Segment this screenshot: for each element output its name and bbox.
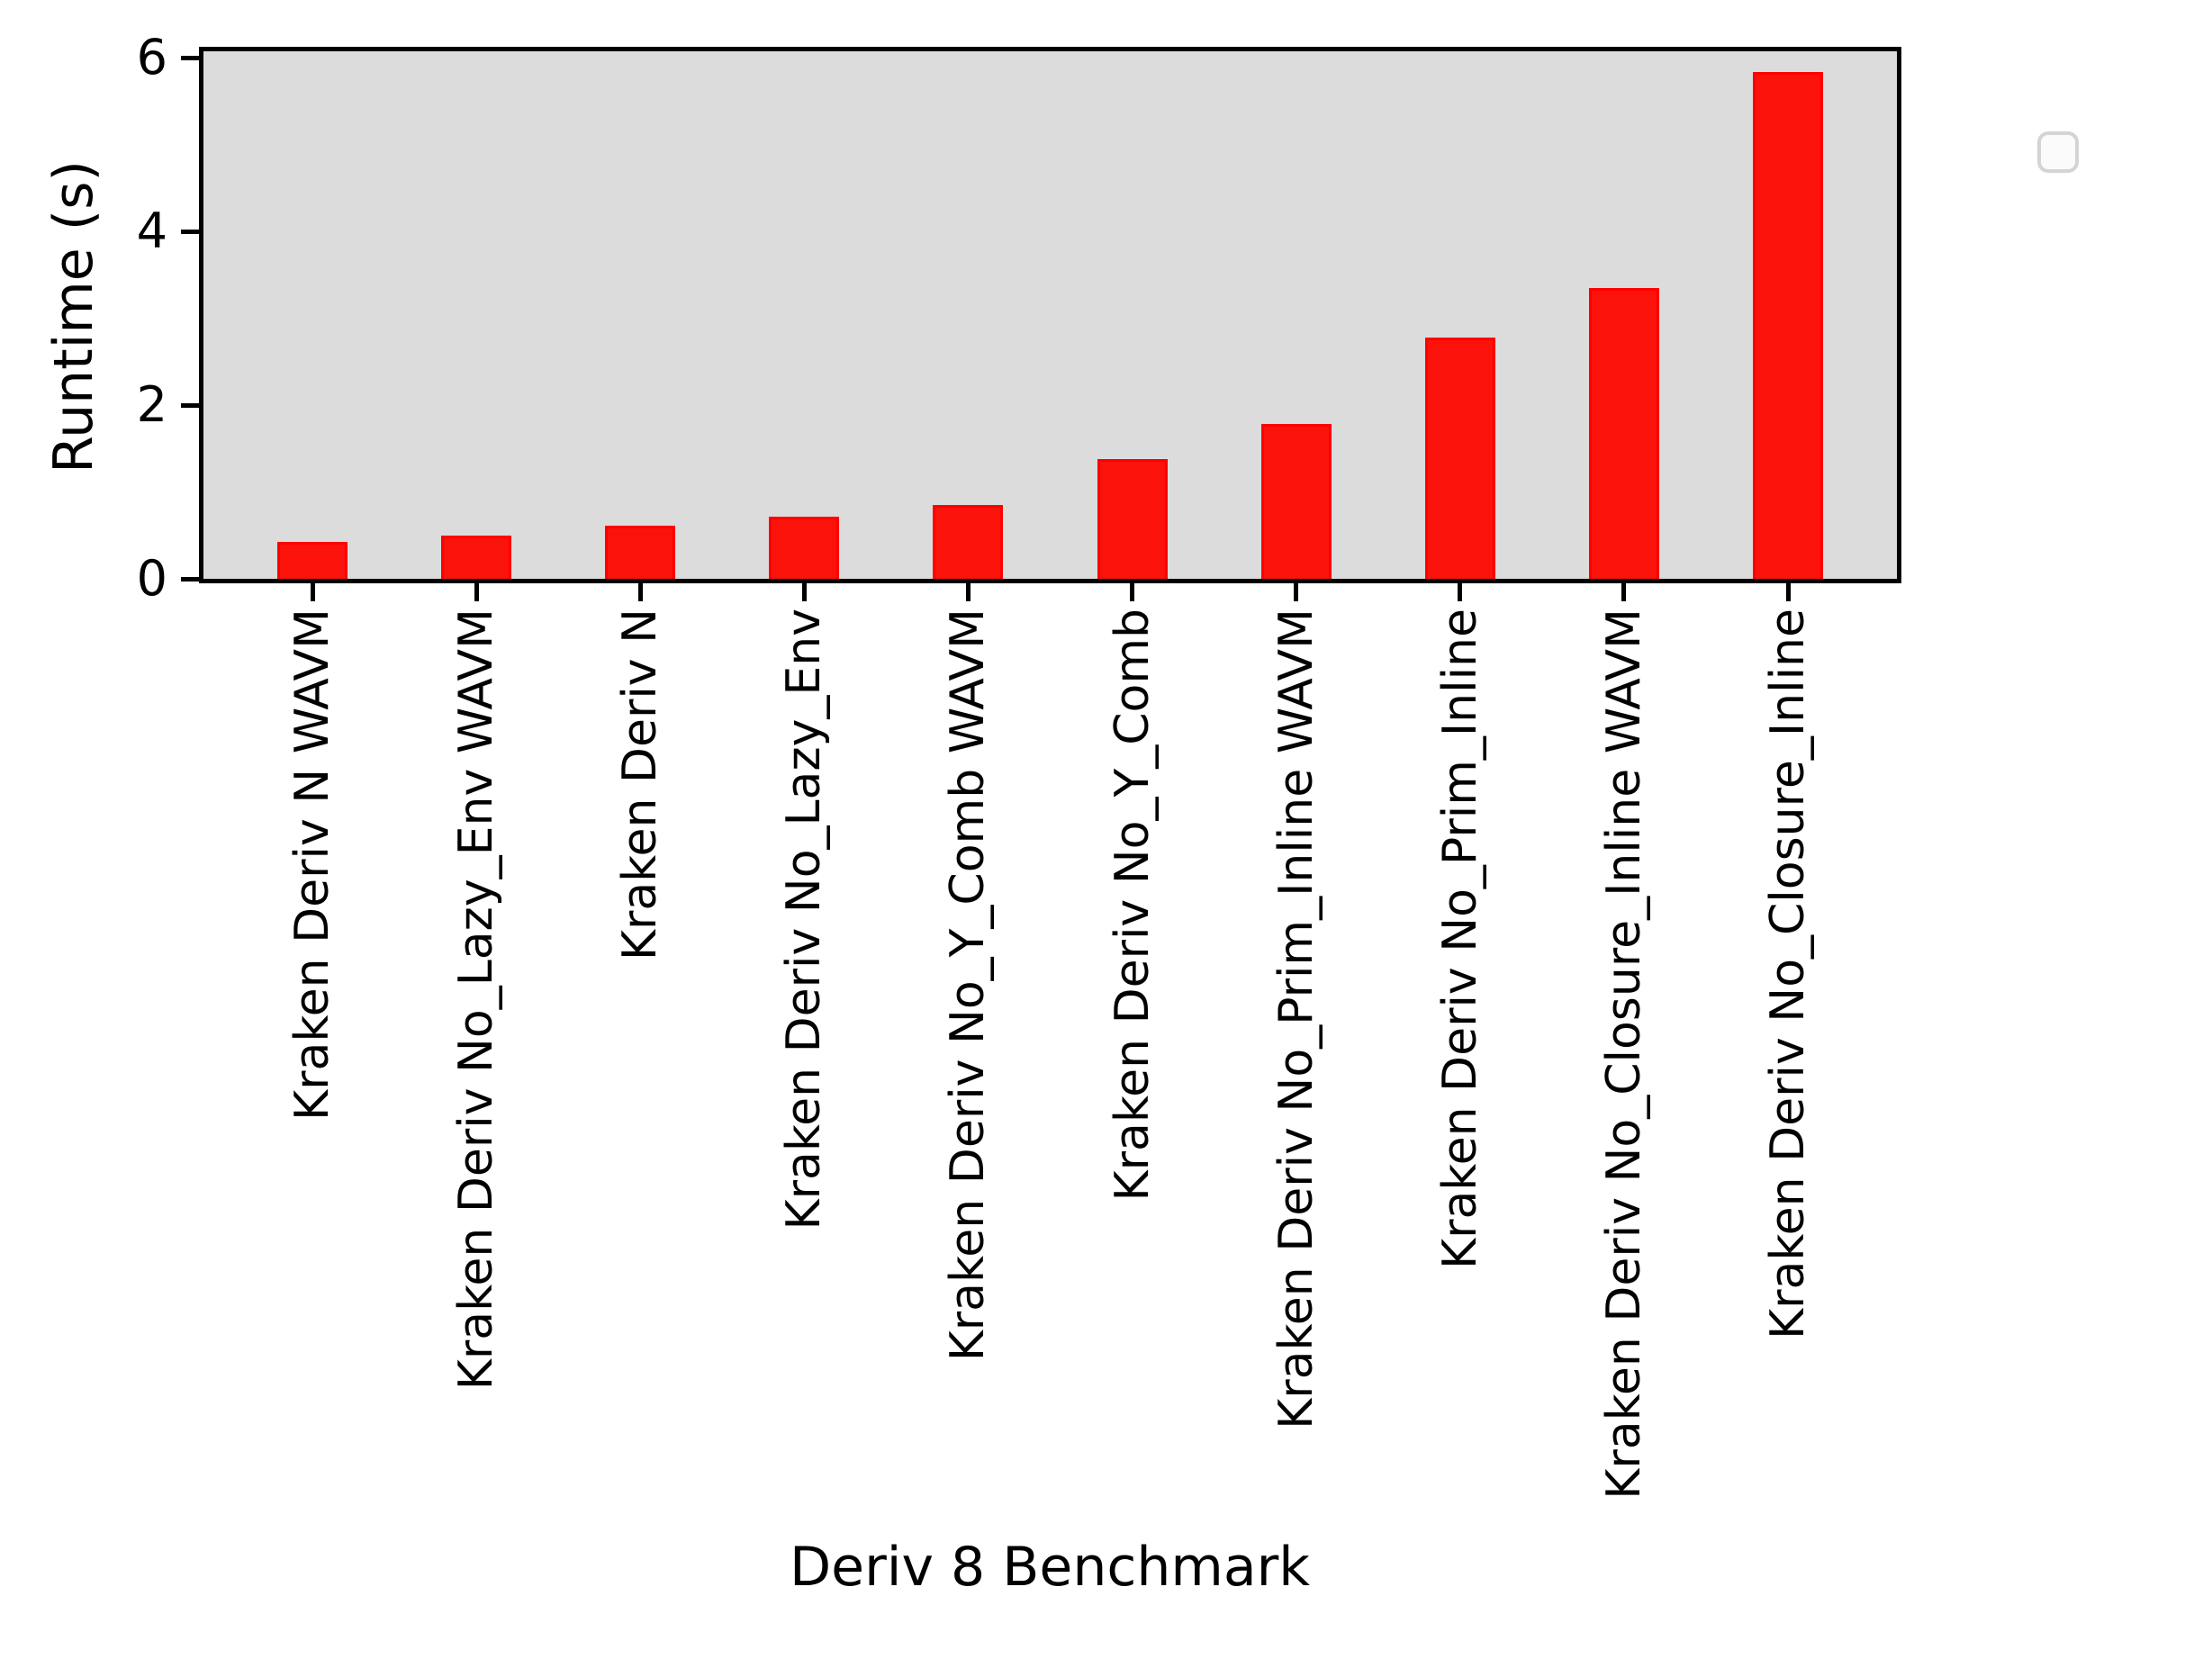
x-tick-label: Kraken Deriv N WAVM bbox=[285, 609, 339, 1121]
bar bbox=[1753, 72, 1823, 579]
y-tick bbox=[181, 230, 199, 234]
x-tick bbox=[1458, 583, 1462, 601]
x-tick bbox=[1786, 583, 1791, 601]
bar bbox=[1425, 338, 1495, 579]
x-tick bbox=[1621, 583, 1626, 601]
x-tick bbox=[1294, 583, 1298, 601]
bar bbox=[605, 526, 675, 579]
x-tick bbox=[966, 583, 971, 601]
x-tick bbox=[638, 583, 643, 601]
bar bbox=[277, 542, 348, 579]
bar bbox=[933, 505, 1003, 579]
x-tick-label: Kraken Deriv No_Y_Comb WAVM bbox=[941, 609, 995, 1362]
x-tick bbox=[474, 583, 479, 601]
plot-area bbox=[199, 47, 2079, 583]
bar bbox=[769, 517, 839, 579]
x-tick-label: Kraken Deriv No_Closure_Inline WAVM bbox=[1597, 609, 1651, 1500]
x-axis-label: Deriv 8 Benchmark bbox=[789, 1536, 1311, 1599]
bar bbox=[1097, 459, 1168, 579]
y-tick-label: 0 bbox=[136, 550, 167, 607]
x-tick-label: Kraken Deriv No_Closure_Inline bbox=[1761, 609, 1815, 1339]
x-tick bbox=[802, 583, 807, 601]
y-tick bbox=[181, 403, 199, 408]
x-tick bbox=[311, 583, 315, 601]
y-tick bbox=[181, 577, 199, 582]
x-tick-label: Kraken Deriv N bbox=[613, 609, 667, 961]
y-tick-label: 6 bbox=[136, 29, 167, 86]
bar bbox=[1261, 424, 1332, 579]
y-tick bbox=[181, 56, 199, 60]
x-tick-label: Kraken Deriv No_Prim_Inline bbox=[1433, 609, 1487, 1270]
x-tick-label: Kraken Deriv No_Y_Comb bbox=[1106, 609, 1160, 1202]
y-tick-label: 2 bbox=[136, 376, 167, 433]
legend-box bbox=[2037, 131, 2079, 173]
x-tick bbox=[1130, 583, 1134, 601]
x-tick-label: Kraken Deriv No_Lazy_Env WAVM bbox=[449, 609, 503, 1391]
bar bbox=[441, 536, 511, 579]
x-tick-label: Kraken Deriv No_Prim_Inline WAVM bbox=[1269, 609, 1323, 1429]
x-tick-label: Kraken Deriv No_Lazy_Env bbox=[777, 609, 831, 1231]
bar bbox=[1589, 288, 1659, 579]
y-tick-label: 4 bbox=[136, 203, 167, 259]
